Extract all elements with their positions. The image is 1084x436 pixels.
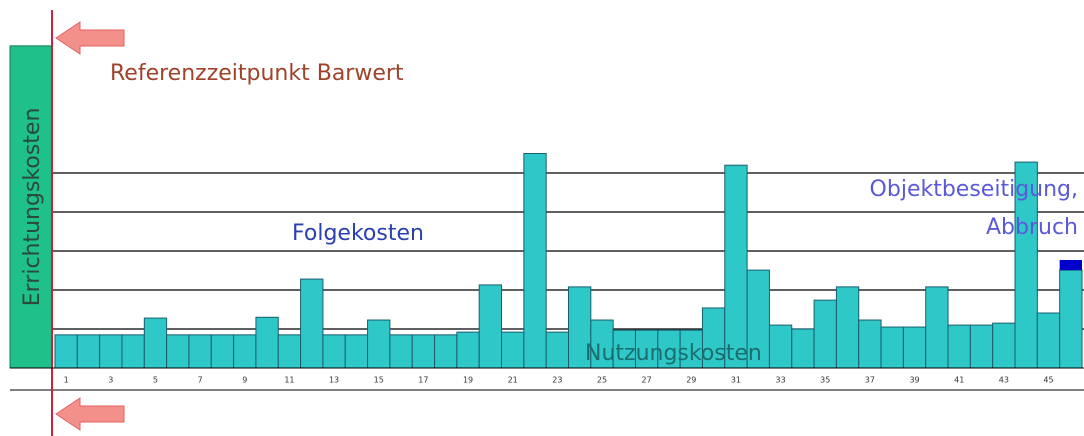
x-tick-label: 17 [418, 376, 428, 385]
initial-label: Errichtungskosten [20, 108, 45, 307]
bar [545, 331, 569, 369]
x-tick-label: 23 [552, 376, 562, 385]
reference-label: Referenzzeitpunkt Barwert [110, 61, 404, 86]
x-tick-label: 39 [909, 376, 919, 385]
bar [880, 326, 904, 369]
demolition-label: Abbruch [986, 215, 1078, 240]
x-tick-label: 11 [284, 376, 294, 385]
x-tick-label: 45 [1043, 376, 1053, 385]
bar [768, 324, 793, 369]
x-tick-label: 1 [64, 376, 69, 385]
arrow-top [55, 21, 125, 55]
bar [835, 286, 860, 369]
bar [99, 334, 123, 369]
bar [456, 331, 480, 369]
x-tick-label: 15 [374, 376, 384, 385]
bar [858, 319, 882, 369]
follow-label: Folgekosten [292, 221, 424, 246]
bar [947, 324, 971, 369]
usage-label: Nutzungskosten [585, 341, 762, 366]
x-tick-label: 43 [999, 376, 1009, 385]
bar [925, 286, 949, 369]
bar [166, 334, 190, 369]
x-tick-label: 9 [242, 376, 247, 385]
x-tick-label: 13 [329, 376, 339, 385]
x-tick-label: 41 [954, 376, 964, 385]
bar [724, 164, 748, 369]
bar [233, 334, 257, 369]
x-tick-label: 21 [508, 376, 518, 385]
bar [143, 317, 168, 369]
initial-cost: Errichtungskosten [9, 45, 53, 369]
x-tick-label: 3 [108, 376, 113, 385]
arrow-bottom [55, 397, 125, 431]
x-tick-label: 19 [463, 376, 473, 385]
bar [1036, 312, 1061, 369]
bar [188, 334, 212, 369]
bar [54, 334, 78, 369]
bar [367, 319, 391, 369]
cap [1059, 259, 1082, 271]
bar [300, 278, 324, 369]
bar [121, 334, 145, 369]
bar [791, 328, 815, 369]
x-tick-label: 31 [731, 376, 741, 385]
x-tick-label: 7 [198, 376, 203, 385]
bar [501, 331, 525, 369]
x-tick-label: 27 [642, 376, 652, 385]
bar [992, 322, 1016, 369]
x-tick-label: 33 [776, 376, 786, 385]
bar [523, 153, 547, 369]
bar [322, 334, 346, 369]
bar [434, 334, 458, 369]
x-tick-label: 29 [686, 376, 696, 385]
x-tick-label: 25 [597, 376, 607, 385]
bar [255, 316, 279, 369]
bar [389, 334, 413, 369]
bar [344, 334, 369, 369]
bar [76, 334, 101, 369]
x-tick-label: 35 [820, 376, 830, 385]
bar [277, 334, 302, 369]
bar [411, 334, 436, 369]
demolition-label: Objektbeseitigung, [870, 177, 1078, 202]
bar [813, 299, 837, 369]
x-tick-label: 37 [865, 376, 875, 385]
bar [969, 324, 994, 369]
bar [210, 334, 235, 369]
bar [478, 284, 503, 369]
bar [1059, 269, 1083, 369]
bar [902, 326, 927, 369]
x-tick-label: 5 [153, 376, 158, 385]
